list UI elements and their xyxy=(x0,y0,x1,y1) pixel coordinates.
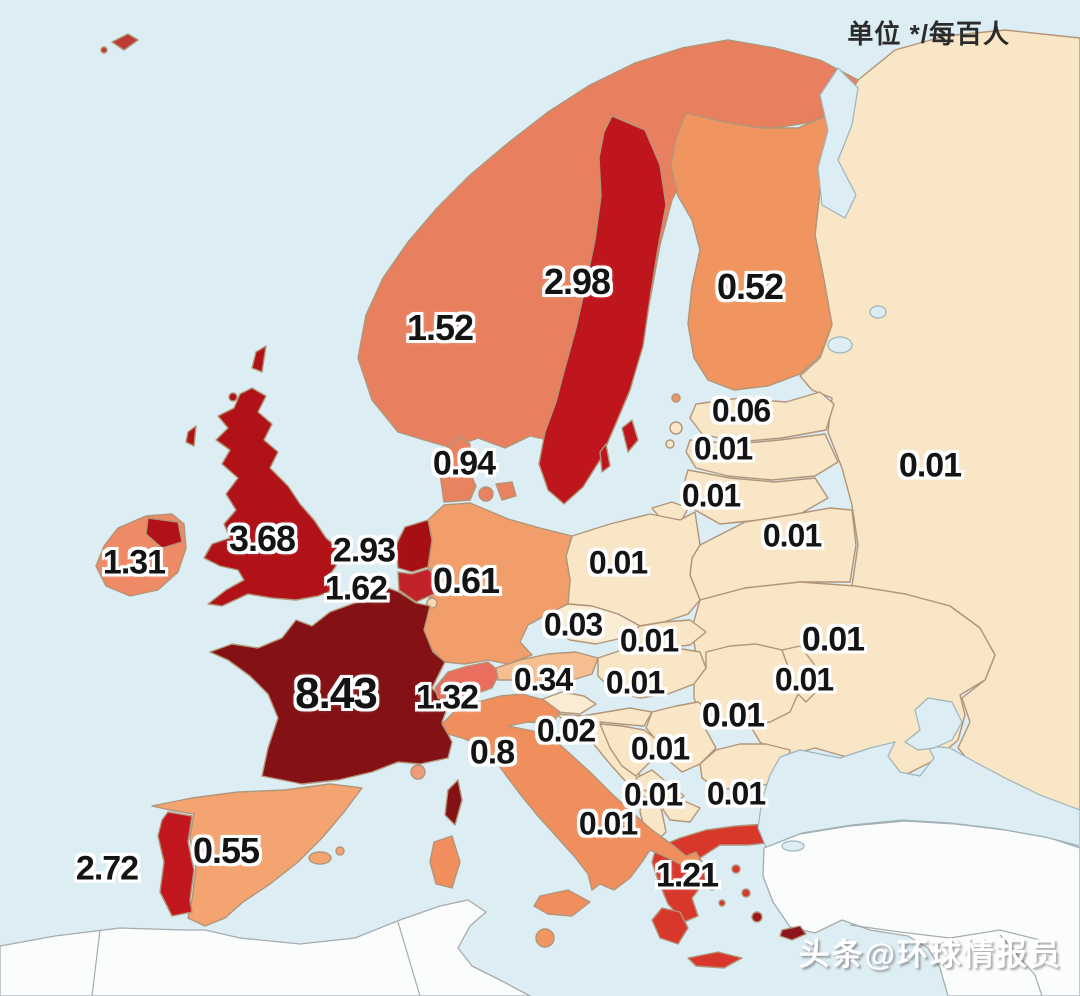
sea-of-azov xyxy=(904,697,963,751)
country-czechia xyxy=(547,603,641,645)
island-corsica xyxy=(444,779,463,826)
country-moldova xyxy=(781,645,821,703)
country-bosnia xyxy=(599,723,661,777)
aegean-island-2 xyxy=(741,888,751,898)
country-netherlands xyxy=(395,519,433,573)
estonia-island-2 xyxy=(665,439,675,449)
country-germany xyxy=(421,502,573,665)
country-austria xyxy=(495,651,599,685)
country-romania xyxy=(693,643,799,727)
country-macedonia xyxy=(661,799,701,823)
island-aland xyxy=(671,393,681,403)
region-peloponnese xyxy=(651,907,689,945)
island-faroe-2 xyxy=(100,46,108,54)
country-hungary xyxy=(597,647,707,699)
aegean-island xyxy=(731,864,741,874)
country-malta xyxy=(535,928,555,948)
country-latvia xyxy=(685,433,839,481)
island-zealand xyxy=(495,481,517,501)
island-hebrides xyxy=(185,425,197,447)
island-menorca xyxy=(335,846,345,856)
country-serbia xyxy=(645,701,717,773)
island-cyprus xyxy=(779,925,807,941)
country-slovakia xyxy=(621,619,707,649)
country-spain xyxy=(151,783,363,927)
region-northern-ireland xyxy=(145,517,183,549)
country-finland xyxy=(670,105,839,391)
island-oland xyxy=(599,443,611,473)
border-morocco-algeria xyxy=(91,929,101,996)
island-funen xyxy=(478,486,494,502)
lake-onega xyxy=(869,305,887,319)
country-estonia xyxy=(689,391,835,443)
island-faroe xyxy=(111,33,139,51)
border-syria-iraq xyxy=(999,934,1043,996)
island-gotland xyxy=(621,419,639,453)
white-sea xyxy=(817,67,859,219)
watermark: 头条@环球情报员 xyxy=(798,937,1062,972)
island-sardinia xyxy=(429,835,461,889)
country-belgium xyxy=(397,568,441,603)
country-denmark xyxy=(439,435,477,503)
sea-of-marmara xyxy=(781,840,805,852)
black-sea xyxy=(757,741,1080,848)
country-monaco xyxy=(410,764,426,780)
island-orkney xyxy=(228,392,238,402)
border-turkey-syria xyxy=(849,924,1041,941)
estonia-island xyxy=(669,421,683,435)
lake-ladoga xyxy=(827,336,853,354)
country-switzerland xyxy=(434,661,501,705)
island-shetland xyxy=(251,345,267,373)
island-rhodes xyxy=(751,911,763,923)
country-france xyxy=(209,584,453,785)
border-algeria-tunisia xyxy=(397,921,421,996)
island-sicily xyxy=(533,889,591,917)
region-north-africa xyxy=(0,899,531,996)
country-sweden xyxy=(538,115,667,505)
country-montenegro xyxy=(635,769,665,793)
unit-label: 单位 */每百人 xyxy=(847,19,1010,49)
country-italy xyxy=(441,693,703,891)
aegean-island-4 xyxy=(708,883,716,891)
country-greece xyxy=(651,823,791,923)
aegean-island-3 xyxy=(718,899,726,907)
country-uk xyxy=(203,387,339,607)
country-portugal xyxy=(157,811,195,917)
island-mallorca xyxy=(308,851,332,865)
island-crete xyxy=(687,951,743,969)
